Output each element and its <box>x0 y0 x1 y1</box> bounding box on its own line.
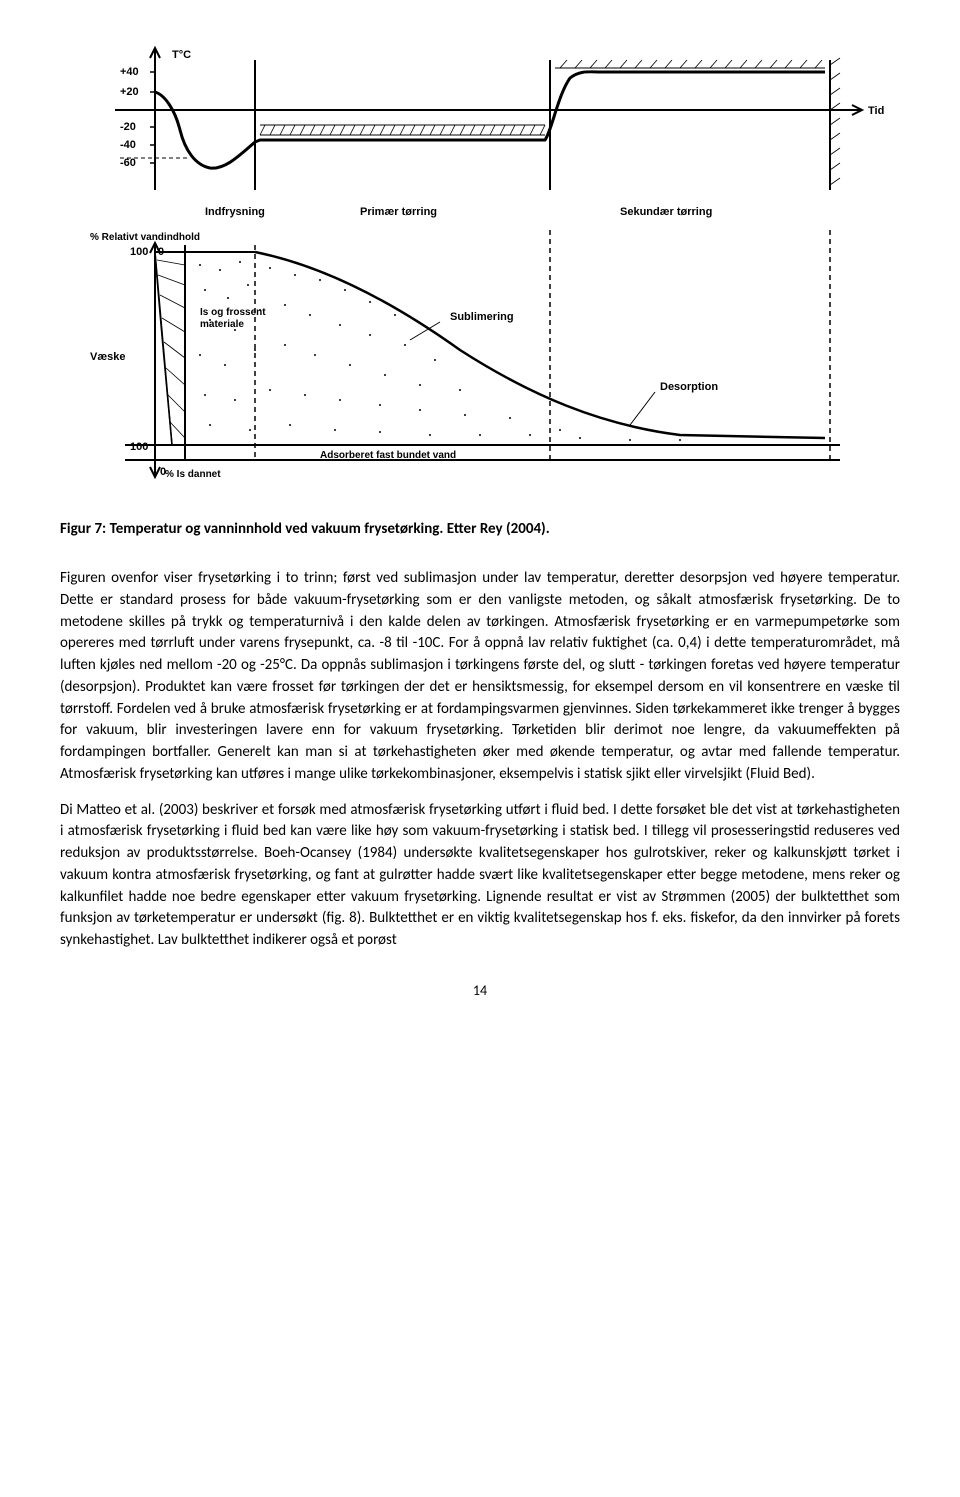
desorption-label: Desorption <box>660 381 718 393</box>
ytick: -40 <box>120 139 136 151</box>
sublimation-label: Sublimering <box>450 311 514 323</box>
paragraph-2: Di Matteo et al. (2003) beskriver et for… <box>60 800 900 952</box>
ytick-bottom: 100 <box>130 246 148 258</box>
ytick: -60 <box>120 157 136 169</box>
svg-text:materiale: materiale <box>200 319 244 330</box>
ytick: +40 <box>120 66 139 78</box>
figure-caption: Figur 7: Temperatur og vanninnhold ved v… <box>60 520 900 538</box>
left-label-top: % Relativt vandindhold <box>90 232 200 243</box>
y-axis-label-top: T°C <box>172 49 191 61</box>
phase-label: Sekundær tørring <box>620 206 712 218</box>
paragraph-1: Figuren ovenfor viser frysetørking i to … <box>60 568 900 786</box>
phase-label: Primær tørring <box>360 206 437 218</box>
ytick-bottom: 100 <box>130 441 148 453</box>
ytick: -20 <box>120 121 136 133</box>
x-axis-label-top: Tid <box>868 105 884 117</box>
figure-7: T°C +40 +20 -20 -40 -60 Tid <box>60 40 900 500</box>
ice-formed-label: % Is dannet <box>165 469 221 480</box>
ytick: +20 <box>120 86 139 98</box>
phase-label: Indfrysning <box>205 206 265 218</box>
freeze-drying-diagram: T°C +40 +20 -20 -40 -60 Tid <box>60 40 900 500</box>
adsorbed-label: Adsorberet fast bundet vand <box>320 450 456 461</box>
page-number: 14 <box>60 982 900 999</box>
liquid-label: Væske <box>90 351 125 363</box>
ice-material-label: Is og frossent <box>200 307 266 318</box>
